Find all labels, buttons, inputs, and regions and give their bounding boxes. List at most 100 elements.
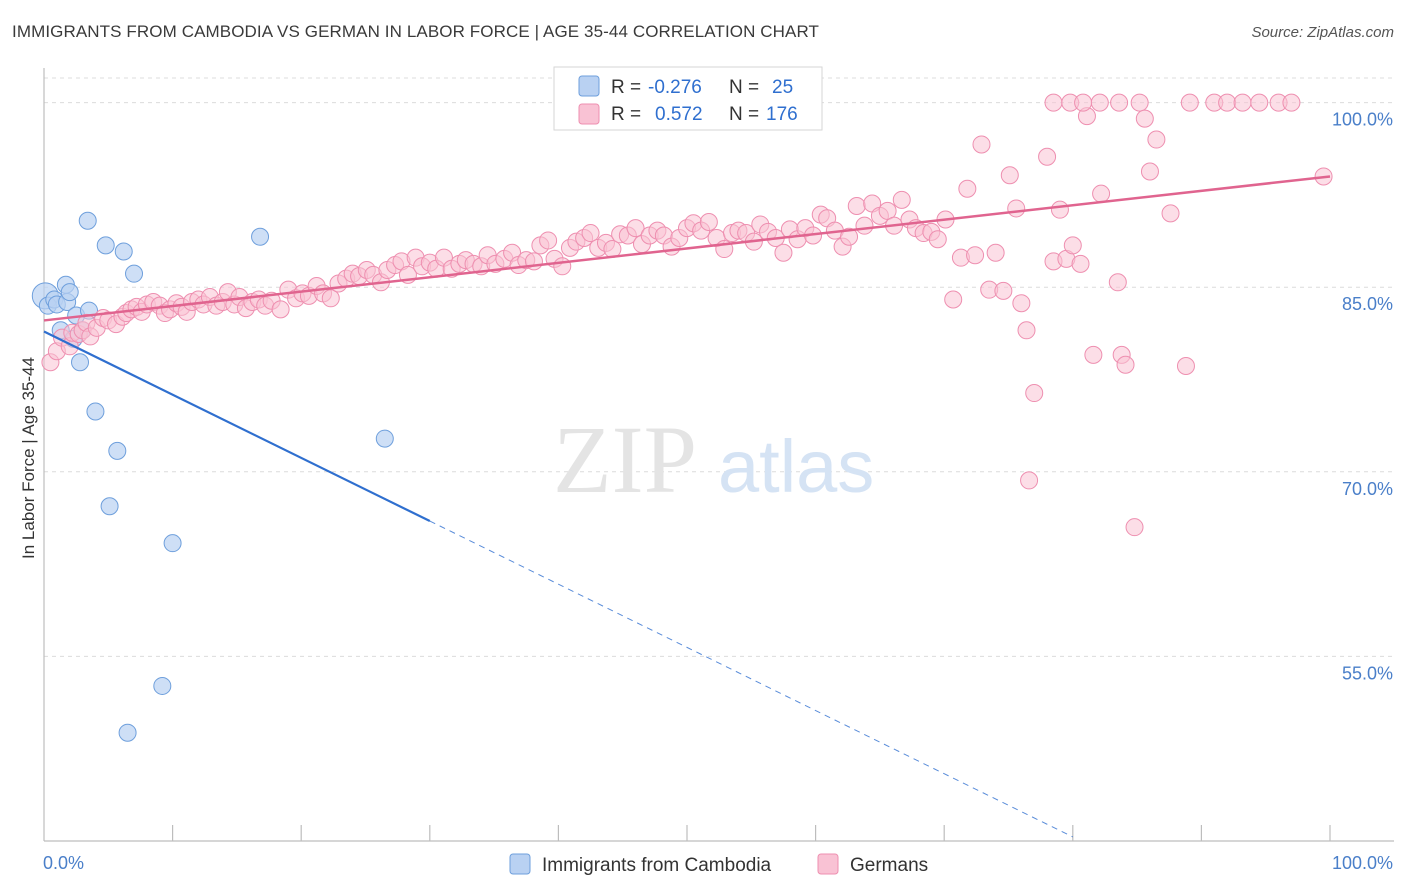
point-germans: [1108, 273, 1127, 292]
point-germans: [944, 290, 963, 309]
point-germans: [1050, 200, 1069, 219]
point-cambodia: [118, 723, 137, 742]
point-germans: [1025, 384, 1044, 403]
point-germans: [1007, 199, 1026, 218]
point-germans: [972, 135, 991, 154]
point-germans: [1092, 184, 1111, 203]
point-germans: [1012, 294, 1031, 313]
point-cambodia: [153, 676, 172, 695]
point-germans: [1116, 355, 1135, 374]
legend-r-label-cambodia: R =: [611, 77, 641, 98]
point-germans: [1180, 93, 1199, 112]
y-tick-label: 70.0%: [1342, 479, 1393, 499]
point-germans: [1125, 518, 1144, 537]
y-tick-label: 100.0%: [1332, 110, 1393, 130]
x-tick-label: 0.0%: [43, 853, 84, 873]
point-germans: [1218, 93, 1237, 112]
point-cambodia: [163, 534, 182, 553]
point-germans: [1000, 166, 1019, 185]
trend-line-germans: [43, 175, 1331, 322]
trend-line-cambodia-extension: [429, 520, 1074, 838]
point-germans: [271, 300, 290, 319]
trend-line-cambodia: [43, 330, 431, 523]
point-germans: [1038, 147, 1057, 166]
point-germans: [699, 212, 718, 231]
point-germans: [581, 224, 600, 243]
trend-layer: [43, 175, 1331, 838]
legend-n-label-cambodia: N =: [729, 77, 759, 98]
point-germans: [847, 196, 866, 215]
point-germans: [1074, 93, 1093, 112]
y-tick-label: 85.0%: [1342, 294, 1393, 314]
series-cambodia-points: [31, 211, 394, 742]
point-germans: [626, 219, 645, 238]
bottom-legend: Immigrants from Cambodia Germans: [509, 853, 928, 876]
point-cambodia: [108, 441, 127, 460]
point-germans: [774, 243, 793, 262]
top-legend: R = -0.276 N = 25 R = 0.572 N = 176: [553, 66, 823, 131]
point-germans: [1017, 321, 1036, 340]
y-axis-label: In Labor Force | Age 35-44: [19, 357, 38, 559]
bottom-legend-swatch-cambodia: [509, 853, 531, 875]
point-germans: [321, 289, 340, 308]
point-cambodia: [86, 402, 105, 421]
x-tick-label: 100.0%: [1332, 853, 1393, 873]
y-tick-label: 55.0%: [1342, 663, 1393, 683]
point-germans: [840, 227, 859, 246]
point-cambodia: [60, 283, 79, 302]
axes-layer: [43, 68, 1394, 842]
point-germans: [539, 231, 558, 250]
bottom-legend-swatch-germans: [817, 853, 839, 875]
point-cambodia: [125, 264, 144, 283]
legend-r-value-germans: 0.572: [655, 104, 703, 125]
legend-n-value-cambodia: 25: [772, 77, 793, 98]
point-cambodia: [96, 236, 115, 255]
point-cambodia: [375, 429, 394, 448]
point-germans: [892, 190, 911, 209]
legend-r-value-cambodia: -0.276: [648, 77, 702, 98]
legend-n-label-germans: N =: [729, 104, 759, 125]
ticks-layer: 55.0% 70.0% 85.0% 100.0% 0.0% 100.0%: [43, 110, 1393, 873]
point-germans: [1090, 93, 1109, 112]
watermark: ZIP atlas: [553, 406, 874, 513]
point-germans: [928, 230, 947, 249]
point-germans: [1130, 93, 1149, 112]
point-germans: [1140, 162, 1159, 181]
watermark-zip: ZIP: [553, 406, 697, 513]
point-cambodia: [114, 242, 133, 261]
point-germans: [1063, 236, 1082, 255]
chart-title: IMMIGRANTS FROM CAMBODIA VS GERMAN IN LA…: [12, 22, 820, 41]
chart-source: Source: ZipAtlas.com: [1251, 24, 1394, 41]
point-germans: [1084, 345, 1103, 364]
point-germans: [994, 281, 1013, 300]
legend-r-label-germans: R =: [611, 104, 641, 125]
bottom-legend-label-cambodia: Immigrants from Cambodia: [542, 855, 772, 876]
point-germans: [1044, 93, 1063, 112]
point-cambodia: [78, 211, 97, 230]
point-germans: [855, 216, 874, 235]
legend-swatch-cambodia: [578, 75, 600, 97]
legend-swatch-germans: [578, 103, 600, 125]
point-germans: [1161, 204, 1180, 223]
point-germans: [1147, 130, 1166, 149]
legend-n-value-germans: 176: [766, 104, 798, 125]
watermark-atlas: atlas: [718, 425, 874, 508]
point-germans: [986, 243, 1005, 262]
point-germans: [1135, 109, 1154, 128]
point-germans: [966, 246, 985, 265]
point-germans: [958, 179, 977, 198]
point-cambodia: [100, 497, 119, 516]
point-germans: [1176, 356, 1195, 375]
point-cambodia: [71, 353, 90, 372]
point-germans: [1020, 471, 1039, 490]
point-germans: [1282, 93, 1301, 112]
series-germans-points: [41, 93, 1333, 537]
point-germans: [553, 257, 572, 276]
point-germans: [1250, 93, 1269, 112]
point-germans: [1071, 254, 1090, 273]
bottom-legend-label-germans: Germans: [850, 855, 928, 876]
point-germans: [1233, 93, 1252, 112]
point-cambodia: [251, 227, 270, 246]
point-germans: [1110, 93, 1129, 112]
